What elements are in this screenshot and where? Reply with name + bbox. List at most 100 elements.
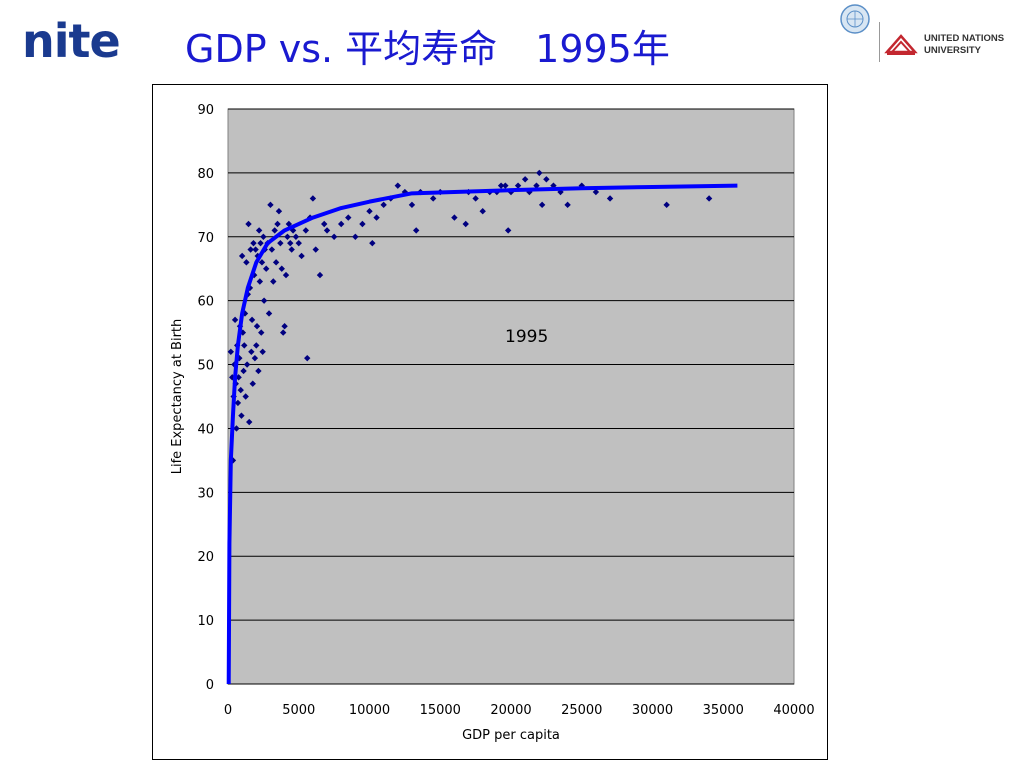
data-point <box>251 354 259 362</box>
y-tick-label: 80 <box>197 167 214 182</box>
unu-logo-icon <box>884 34 918 55</box>
trend-curve <box>226 183 738 685</box>
y-axis-title: Life Expectancy at Birth <box>170 319 185 475</box>
data-point <box>401 188 409 196</box>
data-point <box>255 227 263 234</box>
data-point <box>253 342 260 349</box>
unu-logo-text: UNITED NATIONS UNIVERSITY <box>924 33 1004 57</box>
data-point <box>479 208 486 215</box>
data-point <box>257 239 264 247</box>
data-point <box>243 259 250 266</box>
data-point <box>263 265 270 272</box>
data-point <box>472 195 479 202</box>
un-emblem-icon <box>840 4 870 34</box>
data-point <box>369 239 376 247</box>
data-point <box>330 233 338 240</box>
data-point <box>271 227 278 234</box>
y-tick-label: 40 <box>197 422 214 437</box>
data-point <box>274 220 281 228</box>
data-point <box>233 425 240 432</box>
y-tick-label: 10 <box>197 614 214 629</box>
data-point <box>272 259 280 266</box>
x-tick-label: 15000 <box>420 703 461 718</box>
data-point <box>260 297 268 304</box>
data-point <box>265 310 273 317</box>
data-point <box>380 201 387 209</box>
x-tick-label: 20000 <box>490 703 531 718</box>
data-point <box>373 214 380 221</box>
data-point <box>408 201 416 209</box>
data-point <box>538 201 546 209</box>
data-point <box>275 208 283 215</box>
data-point <box>267 201 274 209</box>
data-point <box>292 233 300 240</box>
data-point <box>429 195 437 202</box>
data-point <box>243 361 251 368</box>
data-point <box>295 239 302 247</box>
data-point <box>502 182 509 189</box>
data-point <box>231 316 239 324</box>
data-point <box>248 348 255 355</box>
y-tick-label: 0 <box>206 678 214 693</box>
data-point <box>250 239 257 247</box>
data-point <box>252 246 259 253</box>
chart-frame: 0 10 20 30 40 50 60 70 80 90 0 5000 10000 15000 20000… <box>152 84 828 760</box>
x-tick-label: 30000 <box>632 703 673 718</box>
data-point <box>504 227 512 234</box>
data-point <box>281 323 288 330</box>
data-point <box>253 323 261 330</box>
y-tick-label: 30 <box>197 486 214 501</box>
y-tick-label: 50 <box>197 359 214 374</box>
data-point <box>260 233 267 240</box>
data-point <box>247 246 254 253</box>
data-point <box>309 195 317 202</box>
data-point <box>246 418 253 426</box>
x-tick-label: 5000 <box>282 703 315 718</box>
y-tick-label: 90 <box>197 103 214 118</box>
data-point <box>345 214 352 221</box>
data-point <box>543 176 550 183</box>
data-point <box>352 233 359 240</box>
page-title: GDP vs. 平均寿命 1995年 <box>185 27 670 71</box>
y-tick-label: 70 <box>197 231 214 246</box>
data-point <box>578 182 585 189</box>
data-point <box>451 214 458 221</box>
x-axis-title: GDP per capita <box>462 728 560 743</box>
data-point <box>255 367 262 375</box>
data-point <box>592 188 600 196</box>
data-point <box>237 386 244 394</box>
unu-line-2: UNIVERSITY <box>924 45 982 56</box>
data-point <box>312 246 319 253</box>
x-tick-label: 25000 <box>561 703 602 718</box>
data-point <box>278 265 285 272</box>
x-tick-label: 35000 <box>703 703 744 718</box>
x-tick-label: 0 <box>224 703 232 718</box>
data-point <box>249 380 256 387</box>
data-point <box>304 354 311 362</box>
data-point <box>238 412 245 419</box>
x-tick-labels: 0 5000 10000 15000 20000 25000 30000 35000 40000 <box>224 703 815 718</box>
plot-area <box>227 108 795 685</box>
nite-logo: nite <box>22 14 121 68</box>
data-point <box>564 201 571 209</box>
scatter-chart: 0 10 20 30 40 50 60 70 80 90 0 5000 10000 15000 20000… <box>170 103 815 743</box>
trend-line <box>226 183 738 685</box>
x-tick-label: 40000 <box>773 703 814 718</box>
data-point <box>412 227 420 234</box>
data-point <box>258 259 266 266</box>
unu-line-1: UNITED NATIONS <box>924 33 1005 44</box>
data-point <box>245 220 252 228</box>
data-point <box>241 342 248 349</box>
data-point <box>227 348 235 355</box>
x-tick-label: 10000 <box>349 703 390 718</box>
data-point <box>338 220 345 228</box>
data-point <box>248 316 256 324</box>
data-point <box>497 182 505 189</box>
data-point <box>359 220 366 228</box>
data-point <box>259 348 266 355</box>
data-point <box>282 271 290 279</box>
data-point <box>663 201 670 209</box>
grid-lines <box>228 108 794 685</box>
data-point <box>287 239 294 247</box>
data-point <box>394 182 401 189</box>
